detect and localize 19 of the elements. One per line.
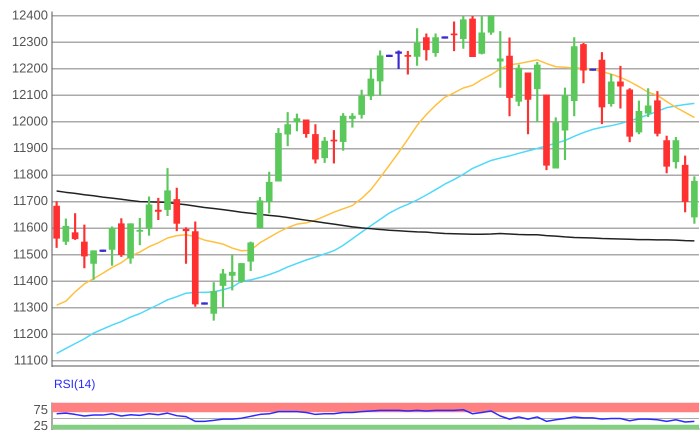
y-tick-label: 11300 [12,299,48,314]
candlestick [154,198,162,220]
y-tick-label: 25 [34,418,48,433]
y-tick-label: 11100 [14,352,48,368]
y-tick-label: 12100 [12,87,48,102]
y-tick-label: 11600 [12,220,48,235]
y-tick-label: 11800 [12,166,48,182]
y-tick-label: 11500 [12,246,48,262]
y-tick-label: 75 [34,402,48,418]
y-tick-label: 12400 [12,7,48,22]
candlestick [496,31,504,88]
y-tick-label: 12200 [12,60,48,76]
chart-title: RSI(14) [54,377,96,391]
y-tick-label: 12300 [12,34,48,49]
y-tick-label: 12000 [12,114,48,129]
y-tick-label: 11200 [12,326,48,341]
y-tick-label: 11700 [12,193,48,208]
y-tick-label: 11900 [12,140,48,156]
y-tick-label: 11400 [12,272,48,288]
